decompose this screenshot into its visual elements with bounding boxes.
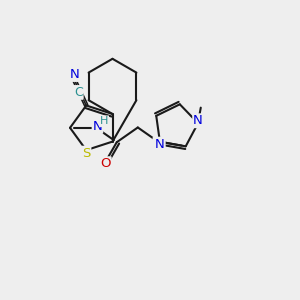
Text: C: C — [74, 86, 83, 99]
Text: O: O — [100, 157, 111, 170]
Text: N: N — [69, 68, 79, 81]
Text: S: S — [154, 138, 162, 151]
Text: N: N — [155, 138, 165, 151]
Text: N: N — [93, 120, 102, 133]
Text: S: S — [82, 147, 90, 160]
Text: H: H — [100, 116, 108, 126]
Text: N: N — [193, 114, 203, 127]
